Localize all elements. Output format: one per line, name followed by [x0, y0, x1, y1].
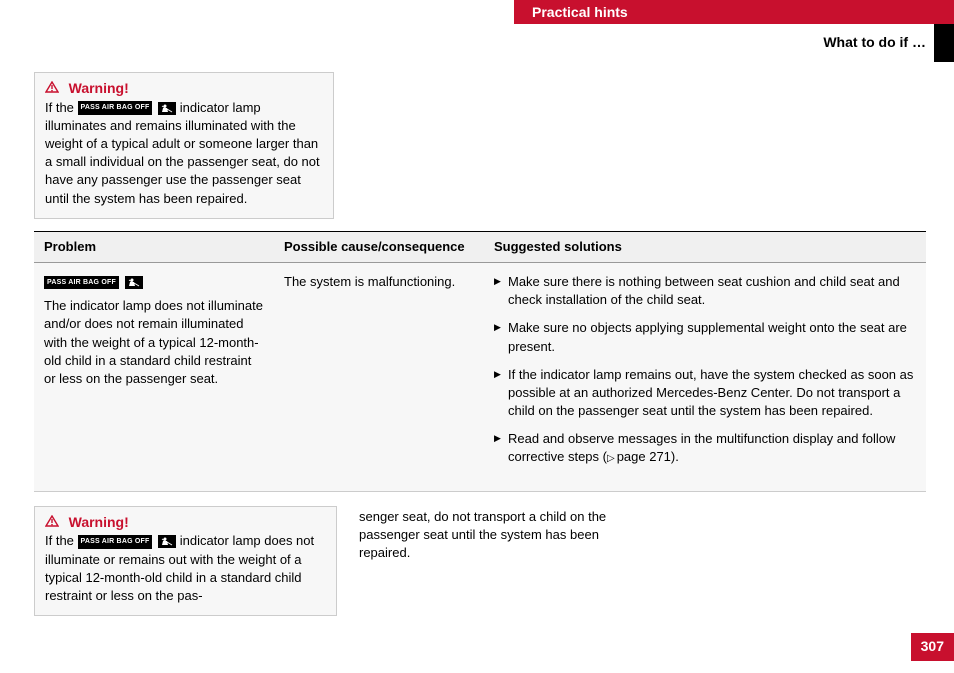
child-seat-icon: [158, 535, 176, 548]
troubleshoot-table: Problem Possible cause/consequence Sugge…: [34, 231, 926, 492]
solution-item: Make sure there is nothing between seat …: [494, 273, 916, 309]
warning2-continuation: senger seat, do not transport a child on…: [351, 506, 651, 616]
solutions-list: Make sure there is nothing between seat …: [494, 273, 916, 467]
col-header-problem: Problem: [34, 232, 274, 262]
lower-columns: Warning! If the PASS AIR BAG OFF indicat…: [34, 506, 926, 616]
warning-triangle-icon: [45, 514, 59, 532]
child-seat-icon: [125, 276, 143, 289]
warning-triangle-icon: [45, 80, 59, 98]
solution-item: If the indicator lamp remains out, have …: [494, 366, 916, 421]
cell-solutions: Make sure there is nothing between seat …: [484, 263, 926, 491]
child-seat-icon: [158, 102, 176, 115]
section-header: Practical hints: [514, 0, 954, 24]
warning1-after: indicator lamp illuminates and remains i…: [45, 100, 320, 206]
solution-item: Read and observe messages in the multifu…: [494, 430, 916, 466]
edge-tab: [934, 24, 954, 62]
warning-heading: Warning!: [45, 79, 323, 99]
warning-box-1: Warning! If the PASS AIR BAG OFF indicat…: [34, 72, 334, 219]
cell-problem: PASS AIR BAG OFF The indicator lamp does…: [34, 263, 274, 491]
problem-text: The indicator lamp does not illuminate a…: [44, 298, 263, 386]
table-row: PASS AIR BAG OFF The indicator lamp does…: [34, 263, 926, 492]
subsection-header: What to do if …: [823, 33, 926, 53]
warning1-before: If the: [45, 100, 78, 115]
warning-title: Warning!: [69, 80, 129, 96]
warning2-before: If the: [45, 533, 78, 548]
cell-cause: The system is malfunctioning.: [274, 263, 484, 491]
page-content: Warning! If the PASS AIR BAG OFF indicat…: [34, 72, 926, 616]
warning-title: Warning!: [69, 514, 129, 530]
solution-text-4b: ).: [671, 449, 679, 464]
warning-heading: Warning!: [45, 513, 326, 533]
page-number: 307: [911, 633, 954, 661]
pass-air-bag-off-badge: PASS AIR BAG OFF: [44, 276, 119, 290]
solution-text-4a: Read and observe messages in the multifu…: [508, 431, 895, 464]
solution-item: Make sure no objects applying supplement…: [494, 319, 916, 355]
warning-box-2: Warning! If the PASS AIR BAG OFF indicat…: [34, 506, 337, 616]
pass-air-bag-off-badge: PASS AIR BAG OFF: [78, 101, 153, 115]
table-header-row: Problem Possible cause/consequence Sugge…: [34, 231, 926, 263]
warning-body: If the PASS AIR BAG OFF indicator lamp i…: [45, 99, 323, 208]
pass-air-bag-off-badge: PASS AIR BAG OFF: [78, 535, 153, 549]
page-ref-text: page 271: [617, 449, 671, 464]
page-ref-icon: [607, 449, 617, 464]
warning-body: If the PASS AIR BAG OFF indicator lamp d…: [45, 532, 326, 605]
col-header-solutions: Suggested solutions: [484, 232, 926, 262]
col-header-cause: Possible cause/consequence: [274, 232, 484, 262]
